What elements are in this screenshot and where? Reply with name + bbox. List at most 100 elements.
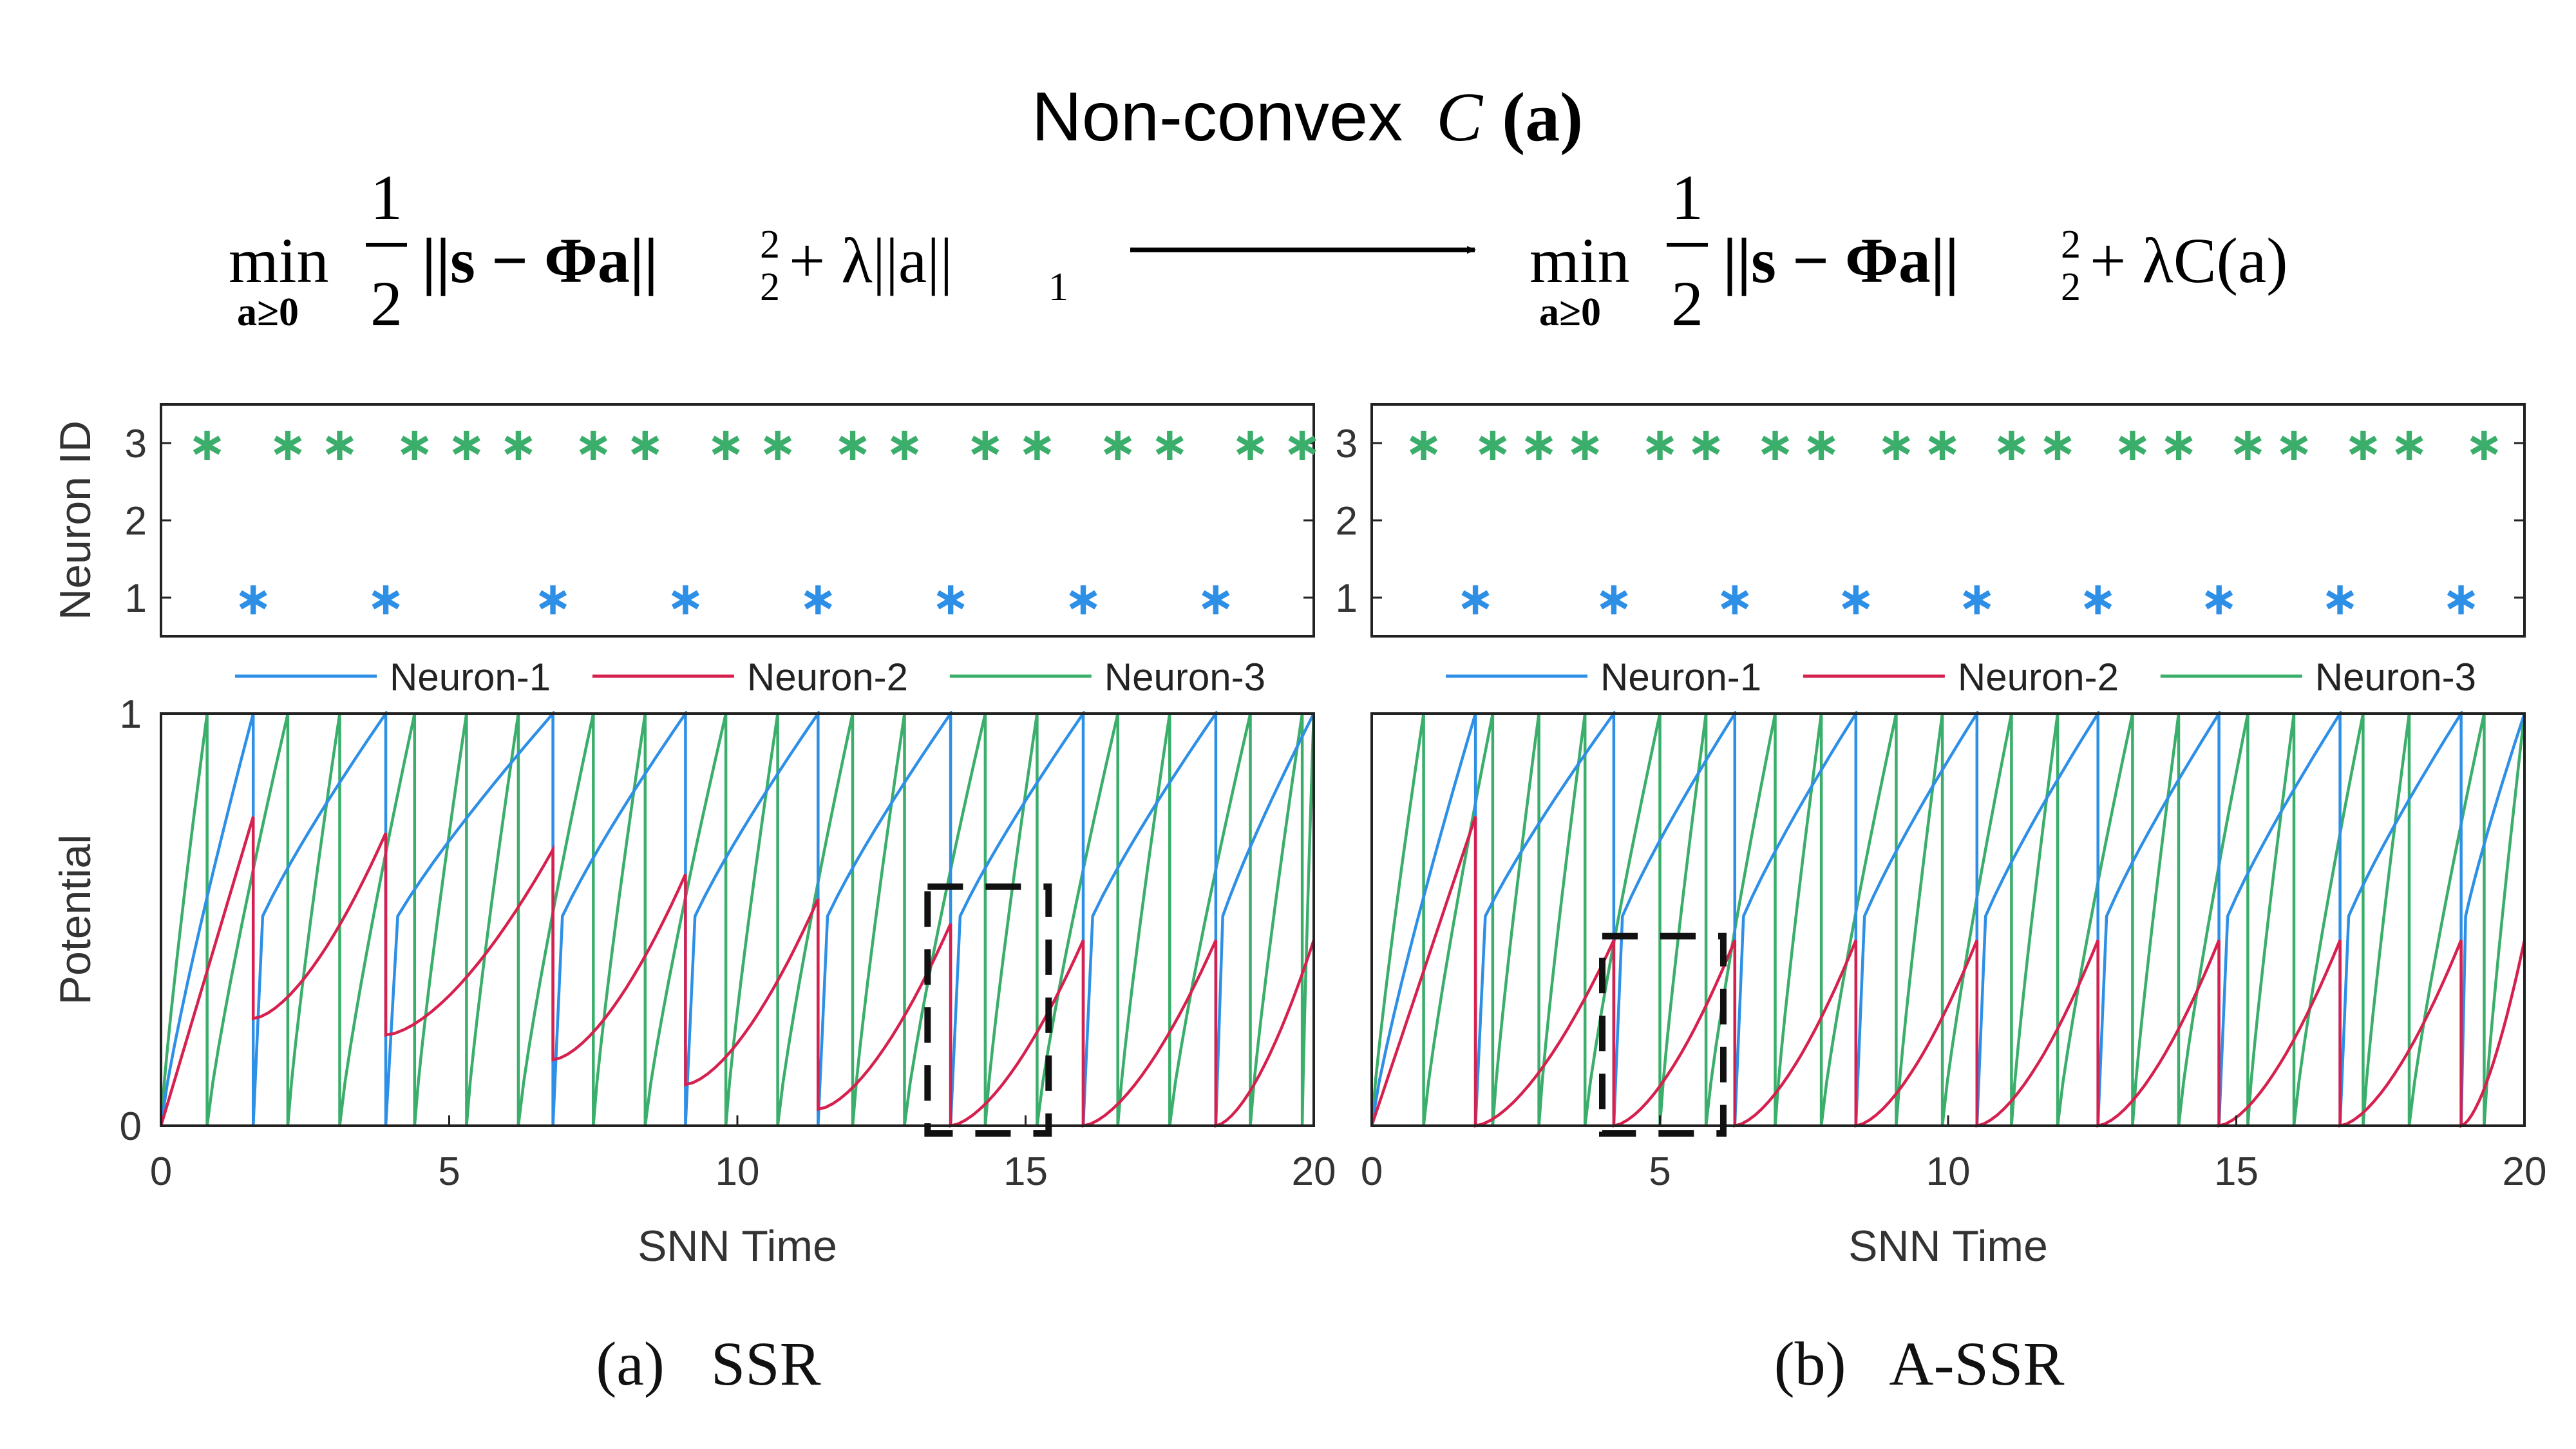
spike-n3-b-18: ∗ — [2465, 419, 2503, 470]
spike-n3-b-4: ∗ — [1640, 419, 1679, 470]
spike-n1-b-6: ∗ — [2199, 573, 2238, 625]
right-frac-num: 1 — [1671, 162, 1703, 233]
xtick-label-b-10: 10 — [1926, 1150, 1971, 1194]
legend-label-b-2: Neuron-2 — [1958, 656, 2119, 699]
raster-ytick-label-a-3: 3 — [125, 422, 147, 466]
right-norm-sup: 2 — [2061, 223, 2081, 267]
nonconvex-C: C — [1436, 79, 1484, 156]
ytick-label-a-0: 0 — [120, 1104, 142, 1149]
spike-n3-b-11: ∗ — [2038, 419, 2077, 470]
spike-n1-a-4: ∗ — [799, 573, 837, 625]
right-formula: min a≥0 1 2 ||s − Φa|| 2 2 + λC(a) — [1530, 162, 2288, 339]
spike-n1-a-0: ∗ — [234, 573, 272, 625]
xtick-label-a-0: 0 — [150, 1150, 172, 1194]
trace-neuron-1-b — [1372, 711, 2524, 1126]
xtick-label-a-20: 20 — [1292, 1150, 1336, 1194]
spike-n3-a-12: ∗ — [966, 419, 1005, 470]
highlight-box-a — [924, 883, 1052, 1137]
spike-n3-a-16: ∗ — [1231, 419, 1269, 470]
spike-n1-a-7: ∗ — [1197, 573, 1235, 625]
spike-n3-a-13: ∗ — [1018, 419, 1056, 470]
xlabel-b: SNN Time — [1848, 1222, 2048, 1271]
right-body: ||s − Φa|| — [1723, 225, 1959, 296]
right-norm-sub: 2 — [2061, 265, 2081, 309]
xtick-label-a-5: 5 — [438, 1150, 460, 1194]
raster-ytick-label-b-2: 2 — [1336, 499, 1358, 544]
right-min-sub: a≥0 — [1539, 290, 1601, 334]
spike-n1-b-5: ∗ — [2079, 573, 2117, 625]
left-norm-sub: 2 — [760, 265, 780, 309]
spike-n1-b-7: ∗ — [2320, 573, 2359, 625]
spike-n1-a-5: ∗ — [931, 573, 970, 625]
spike-n3-b-9: ∗ — [1923, 419, 1962, 470]
spike-n1-b-3: ∗ — [1837, 573, 1875, 625]
potential-traces-b — [1372, 711, 2524, 1128]
spike-n3-a-1: ∗ — [269, 419, 307, 470]
trace-neuron-2-a — [161, 816, 1314, 1128]
ytick-label-a-1: 1 — [120, 692, 142, 737]
left-norm-sup: 2 — [760, 223, 780, 267]
spike-n3-b-6: ∗ — [1756, 419, 1794, 470]
panel-caption-b: (b) A-SSR — [1774, 1329, 2065, 1398]
legend-label-b-1: Neuron-1 — [1600, 656, 1761, 699]
spike-n3-a-9: ∗ — [758, 419, 797, 470]
right-min: min — [1530, 225, 1630, 296]
spike-n1-b-1: ∗ — [1595, 573, 1633, 625]
legend-label-a-1: Neuron-1 — [390, 656, 551, 699]
legend-label-b-3: Neuron-3 — [2315, 656, 2476, 699]
spike-n3-a-2: ∗ — [320, 419, 359, 470]
spike-n1-a-3: ∗ — [666, 573, 705, 625]
legend-label-a-2: Neuron-2 — [747, 656, 908, 699]
spike-n3-a-17: ∗ — [1283, 419, 1321, 470]
trace-neuron-2-b — [1372, 816, 2524, 1128]
nonconvex-a: (a) — [1502, 79, 1583, 156]
right-tail: + λC(a) — [2090, 225, 2288, 296]
nonconvex-title: Non-convex C (a) — [1032, 77, 1583, 156]
xtick-label-b-20: 20 — [2503, 1150, 2547, 1194]
spike-n3-a-15: ∗ — [1150, 419, 1189, 470]
spike-n1-b-2: ∗ — [1716, 573, 1754, 625]
spike-n3-b-1: ∗ — [1473, 419, 1512, 470]
right-frac-den: 2 — [1671, 268, 1703, 339]
spike-n3-b-12: ∗ — [2113, 419, 2152, 470]
panel-caption-a: (a) SSR — [596, 1329, 820, 1398]
spike-n3-a-7: ∗ — [626, 419, 665, 470]
raster-ytick-label-b-3: 3 — [1336, 422, 1358, 466]
spike-n3-b-17: ∗ — [2390, 419, 2429, 470]
spike-n3-a-8: ∗ — [706, 419, 745, 470]
xtick-label-b-0: 0 — [1361, 1150, 1383, 1194]
spike-n3-b-15: ∗ — [2275, 419, 2313, 470]
xtick-label-b-5: 5 — [1649, 1150, 1671, 1194]
spike-n3-a-4: ∗ — [447, 419, 486, 470]
spike-n1-b-4: ∗ — [1958, 573, 1996, 625]
left-formula: min a≥0 1 2 ||s − Φa|| 2 2 + λ||a|| 1 — [229, 162, 1068, 339]
spike-n3-b-0: ∗ — [1404, 419, 1443, 470]
xtick-label-a-10: 10 — [715, 1150, 760, 1194]
spike-n1-b-8: ∗ — [2441, 573, 2480, 625]
left-frac-num: 1 — [370, 162, 402, 233]
xtick-label-a-15: 15 — [1003, 1150, 1048, 1194]
spike-n3-b-14: ∗ — [2228, 419, 2267, 470]
trace-neuron-3-a — [161, 713, 1314, 1126]
spike-n3-a-10: ∗ — [833, 419, 872, 470]
left-min-sub: a≥0 — [237, 290, 299, 334]
spike-n3-a-3: ∗ — [395, 419, 434, 470]
raster-ytick-label-b-1: 1 — [1336, 576, 1358, 621]
left-min: min — [229, 225, 329, 296]
spike-n3-a-6: ∗ — [574, 419, 612, 470]
potential-traces-a — [161, 711, 1314, 1128]
left-body: ||s − Φa|| — [422, 225, 658, 296]
spike-n3-b-5: ∗ — [1687, 419, 1725, 470]
raster-ytick-label-a-2: 2 — [125, 499, 147, 544]
raster-ytick-label-a-1: 1 — [125, 576, 147, 621]
spike-n3-b-10: ∗ — [1992, 419, 2031, 470]
spike-n3-b-8: ∗ — [1877, 419, 1915, 470]
spike-n3-b-7: ∗ — [1802, 419, 1841, 470]
spike-n3-a-5: ∗ — [499, 419, 538, 470]
spike-n3-a-11: ∗ — [885, 419, 923, 470]
spike-n3-b-3: ∗ — [1566, 419, 1604, 470]
left-frac-den: 2 — [370, 268, 402, 339]
spike-n1-a-1: ∗ — [366, 573, 405, 625]
left-tail-sub: 1 — [1048, 265, 1068, 309]
